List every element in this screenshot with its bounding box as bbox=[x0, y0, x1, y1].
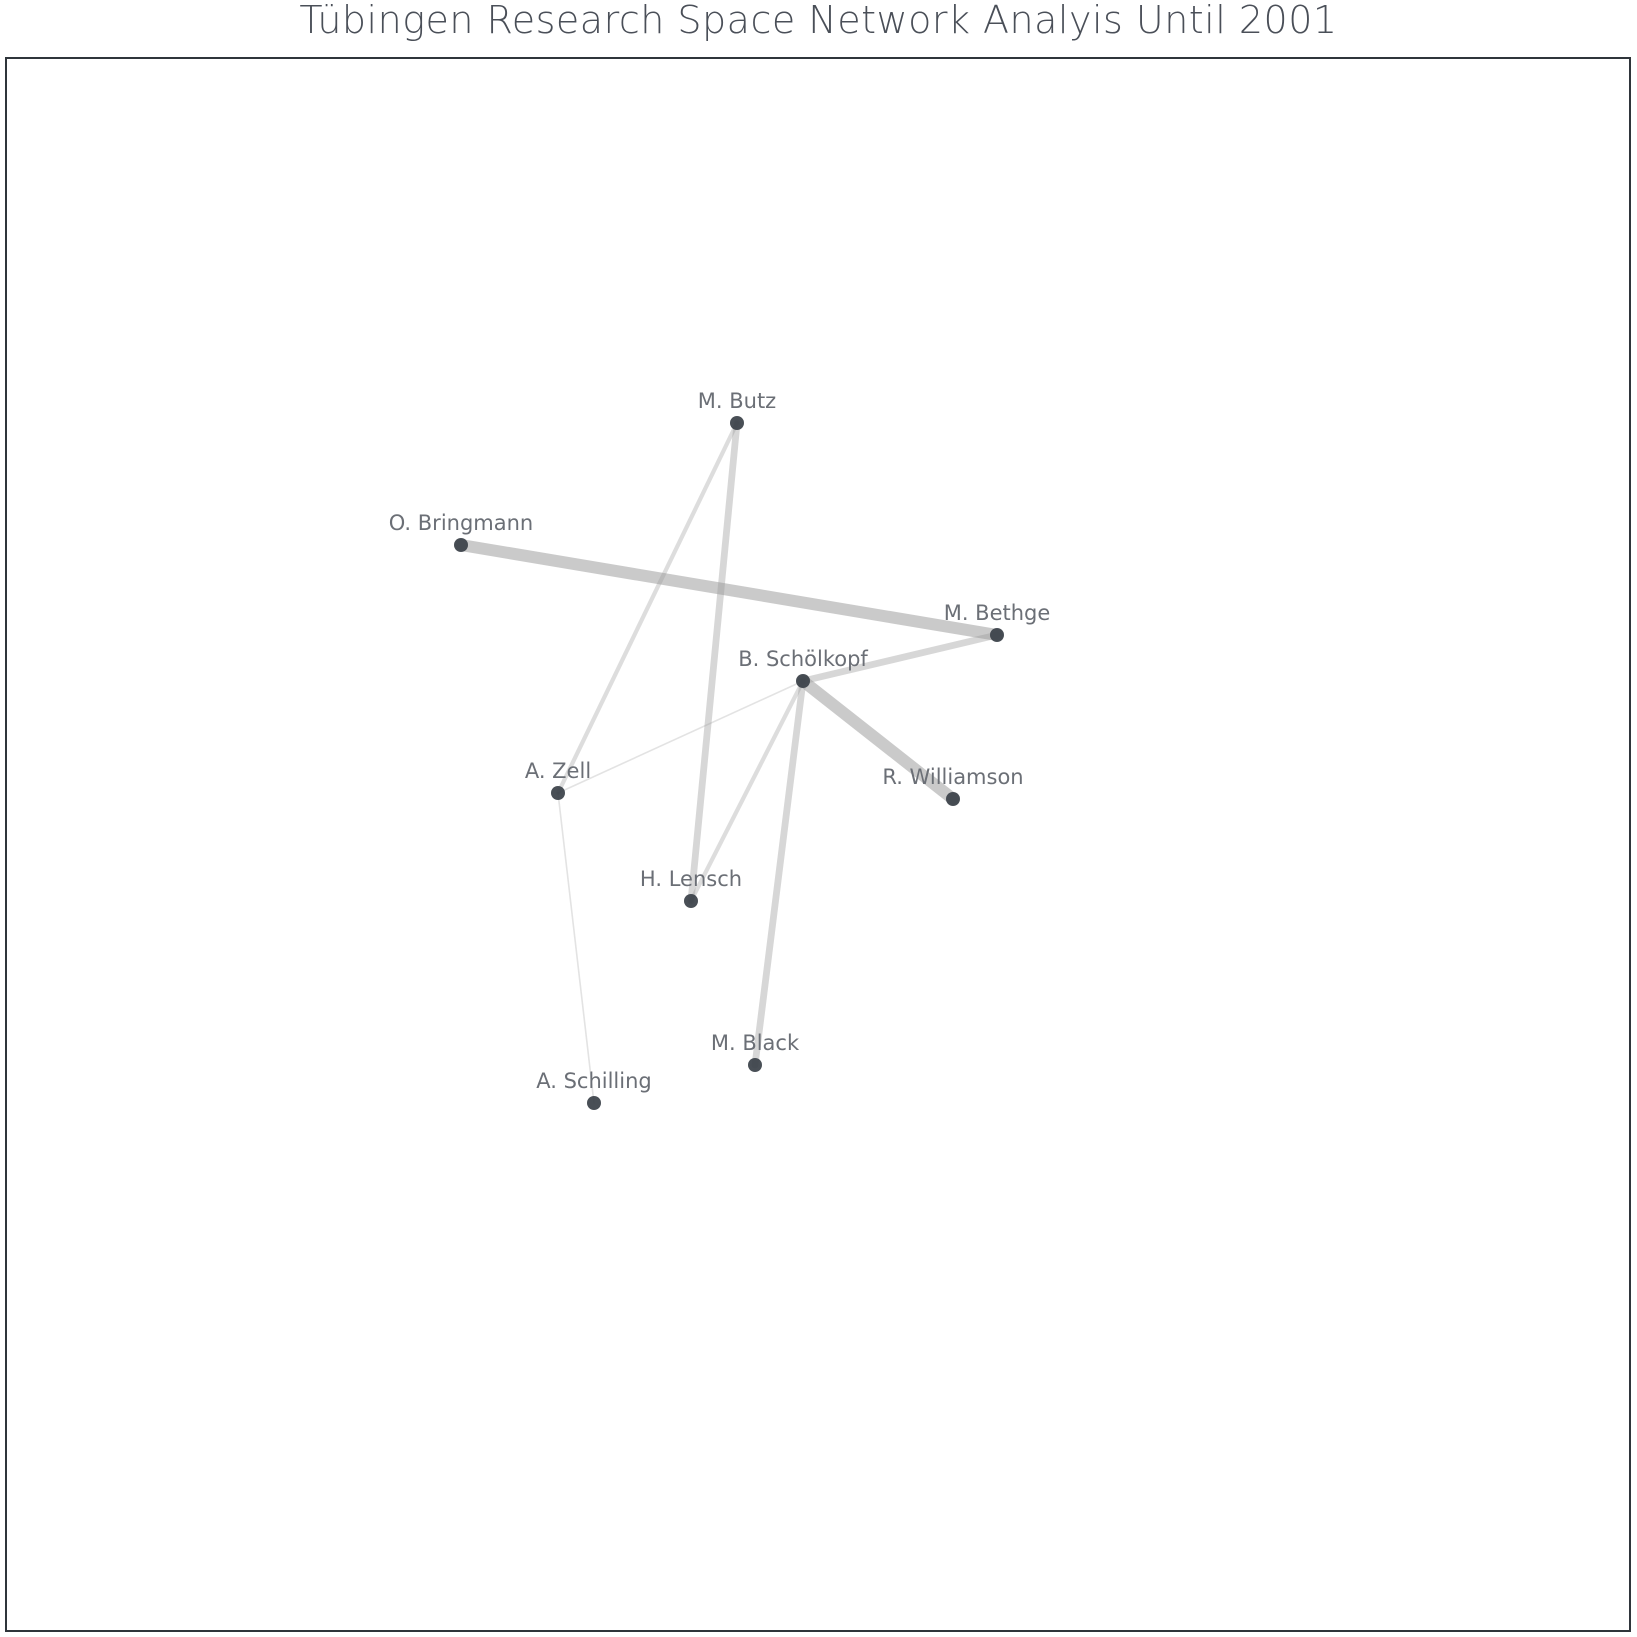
node-label-bringmann: O. Bringmann bbox=[389, 511, 534, 535]
node-label-butz: M. Butz bbox=[698, 389, 776, 413]
node-label-bethge: M. Bethge bbox=[944, 601, 1051, 625]
node-bethge[interactable] bbox=[990, 628, 1004, 642]
node-label-schoelkopf: B. Schölkopf bbox=[738, 647, 868, 671]
node-schilling[interactable] bbox=[587, 1096, 601, 1110]
node-label-black: M. Black bbox=[711, 1031, 800, 1055]
node-label-lensch: H. Lensch bbox=[640, 867, 742, 891]
node-label-williamson: R. Williamson bbox=[882, 765, 1023, 789]
edge-layer bbox=[455, 419, 1003, 1104]
edge-schoelkopf-zell bbox=[557, 680, 804, 794]
node-schoelkopf[interactable] bbox=[796, 674, 810, 688]
node-layer bbox=[454, 416, 1004, 1110]
node-bringmann[interactable] bbox=[454, 538, 468, 552]
edge-schoelkopf-lensch bbox=[688, 678, 806, 904]
node-lensch[interactable] bbox=[684, 894, 698, 908]
edge-zell-schilling bbox=[557, 792, 595, 1104]
page-title: Tübingen Research Space Network Analyis … bbox=[299, 0, 1338, 42]
edge-schoelkopf-black bbox=[751, 677, 807, 1069]
label-layer: M. Butz O. Bringmann M. Bethge B. Schölkopf… bbox=[389, 389, 1051, 1093]
node-williamson[interactable] bbox=[946, 792, 960, 806]
edge-bringmann-bethge bbox=[455, 539, 1003, 641]
node-zell[interactable] bbox=[551, 786, 565, 800]
plot-frame bbox=[5, 57, 1631, 1632]
node-label-zell: A. Zell bbox=[525, 759, 591, 783]
edge-schoelkopf-williamson bbox=[797, 675, 959, 805]
edge-butz-zell bbox=[555, 420, 740, 796]
edge-butz-lensch bbox=[687, 419, 741, 905]
edge-schoelkopf-bethge bbox=[799, 631, 1001, 685]
node-butz[interactable] bbox=[730, 416, 744, 430]
node-black[interactable] bbox=[748, 1058, 762, 1072]
node-label-schilling: A. Schilling bbox=[536, 1069, 652, 1093]
